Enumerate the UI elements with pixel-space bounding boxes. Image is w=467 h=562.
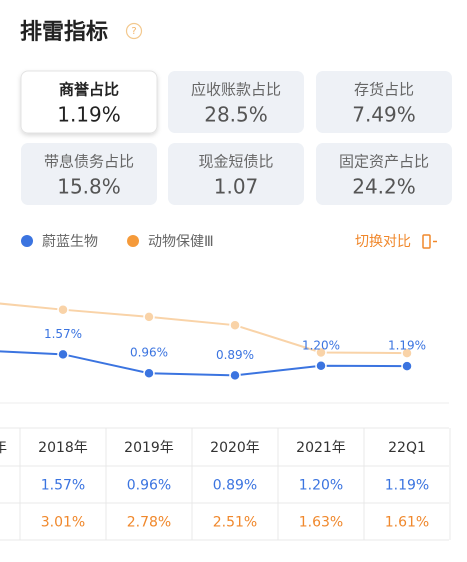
data-point <box>143 367 155 379</box>
card-value: 1.07 <box>214 175 259 199</box>
table-cell: 1.57% <box>41 478 85 494</box>
table-cell: 0.89% <box>213 478 257 494</box>
data-point <box>143 311 155 323</box>
title: 排雷指标 <box>20 19 108 45</box>
table-header: 22Q1 <box>388 440 426 456</box>
legend-label: 蔚蓝生物 <box>42 234 98 250</box>
cards: 商誉占比 1.19% 应收账款占比 28.5% 存货占比 7.49% 带息债务占比 15.8%… <box>20 70 452 205</box>
table-header: 年 <box>0 440 7 456</box>
legend: 蔚蓝生物 动物保健Ⅲ <box>21 234 214 250</box>
legend-label: 动物保健Ⅲ <box>148 234 214 250</box>
table-cell: 3.01% <box>41 515 85 531</box>
help-mark: ? <box>131 26 136 37</box>
table-cell: 1.20% <box>299 478 343 494</box>
metric-card[interactable] <box>168 71 304 133</box>
card-value: 15.8% <box>57 175 121 199</box>
card-label: 商誉占比 <box>59 81 119 99</box>
card-label: 应收账款占比 <box>191 81 281 99</box>
table-header: 2019年 <box>124 440 174 456</box>
card-label: 现金短债比 <box>198 153 273 171</box>
switch-icon <box>422 234 437 249</box>
table-header: 2018年 <box>38 440 88 456</box>
card-label: 固定资产占比 <box>339 153 429 171</box>
legend-swatch <box>21 235 33 247</box>
metric-card[interactable] <box>21 143 157 205</box>
data-label: 1.20% <box>302 338 340 352</box>
card-value: 24.2% <box>352 175 416 199</box>
card-label: 带息债务占比 <box>44 153 134 171</box>
table-header: 2020年 <box>210 440 260 456</box>
table-cell: 1.63% <box>299 515 343 531</box>
table: 年 2018年 2019年 2020年 2021年 22Q1 1.57% 0.96% 0.89%… <box>0 427 451 541</box>
metric-card[interactable] <box>168 143 304 205</box>
data-point <box>229 319 241 331</box>
data-point <box>315 360 327 372</box>
card-value: 1.19% <box>57 103 121 127</box>
data-label: 0.89% <box>216 348 254 362</box>
data-label: 0.96% <box>130 346 168 360</box>
data-label: 1.57% <box>44 327 82 341</box>
card-label: 存货占比 <box>354 81 414 99</box>
table-header: 2021年 <box>296 440 346 456</box>
metric-card[interactable] <box>316 143 452 205</box>
data-point <box>57 348 69 361</box>
chart: 1.57% 0.96% 0.89% 1.20% 1.19% <box>0 302 426 382</box>
table-cell: 1.19% <box>385 478 429 494</box>
data-point <box>229 369 241 382</box>
data-point <box>315 346 327 359</box>
data-point <box>57 303 69 316</box>
metric-card[interactable] <box>316 71 452 133</box>
help-icon[interactable] <box>125 22 143 40</box>
series-line <box>0 302 408 355</box>
switch-button[interactable]: 切换对比 <box>355 233 411 250</box>
card-value: 7.49% <box>352 103 416 127</box>
table-cell: 0.96% <box>127 478 171 494</box>
series-line <box>0 350 408 377</box>
table-cell: 2.78% <box>127 515 171 531</box>
data-point <box>401 347 413 359</box>
legend-swatch <box>127 235 139 247</box>
card-value: 28.5% <box>204 103 268 127</box>
data-label: 1.19% <box>388 339 426 353</box>
metric-card[interactable] <box>20 70 158 134</box>
data-point <box>401 360 413 372</box>
table-cell: 2.51% <box>213 515 257 531</box>
table-cell: 1.61% <box>385 515 429 531</box>
